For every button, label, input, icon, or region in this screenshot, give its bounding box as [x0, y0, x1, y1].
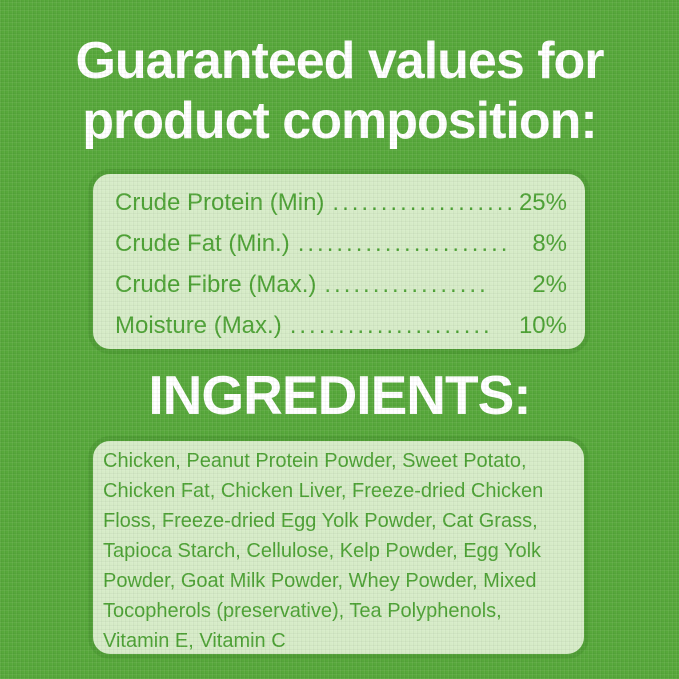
dotted-leader: .................: [324, 271, 489, 298]
ingredients-line: Chicken, Peanut Protein Powder, Sweet Po…: [103, 450, 527, 472]
page-title: Guaranteed values for product compositio…: [0, 31, 679, 151]
dotted-leader: ......................: [297, 230, 511, 257]
nutrient-value: 25%: [518, 189, 567, 216]
guaranteed-value-row-crude-fat: Crude Fat (Min.) ...................... …: [115, 223, 567, 264]
nutrient-value: 8%: [532, 230, 567, 257]
ingredients-line: Tapioca Starch, Cellulose, Kelp Powder, …: [103, 540, 542, 562]
ingredients-panel: Chicken, Peanut Protein Powder, Sweet Po…: [88, 436, 589, 659]
ingredients-line: Powder, Goat Milk Powder, Whey Powder, M…: [103, 570, 537, 592]
page-title-line-1: Guaranteed values for: [75, 32, 604, 90]
nutrient-label: Crude Protein (Min): [115, 189, 325, 216]
page-title-line-2: product composition:: [82, 92, 597, 150]
nutrient-label: Crude Fat (Min.): [115, 230, 290, 257]
ingredients-line: Chicken Fat, Chicken Liver, Freeze-dried…: [103, 480, 544, 502]
guaranteed-value-row-crude-protein: Crude Protein (Min) ................... …: [115, 182, 567, 223]
dotted-leader: ...................: [332, 189, 517, 216]
nutrient-value: 2%: [532, 271, 567, 298]
ingredients-line: Vitamin E, Vitamin C: [103, 630, 286, 652]
ingredients-line: Floss, Freeze-dried Egg Yolk Powder, Cat…: [103, 510, 538, 532]
ingredients-heading: INGREDIENTS:: [148, 364, 531, 426]
dotted-leader: .....................: [289, 312, 493, 339]
guaranteed-value-row-crude-fibre: Crude Fibre (Max.) ................. 2%: [115, 264, 567, 305]
guaranteed-values-panel: Crude Protein (Min) ................... …: [88, 169, 590, 354]
guaranteed-value-row-moisture: Moisture (Max.) ..................... 10…: [115, 305, 567, 346]
nutrient-label: Crude Fibre (Max.): [115, 271, 317, 298]
ingredients-line: Tocopherols (preservative), Tea Polyphen…: [103, 600, 502, 622]
nutrient-value: 10%: [518, 312, 567, 339]
nutrient-label: Moisture (Max.): [115, 312, 282, 339]
